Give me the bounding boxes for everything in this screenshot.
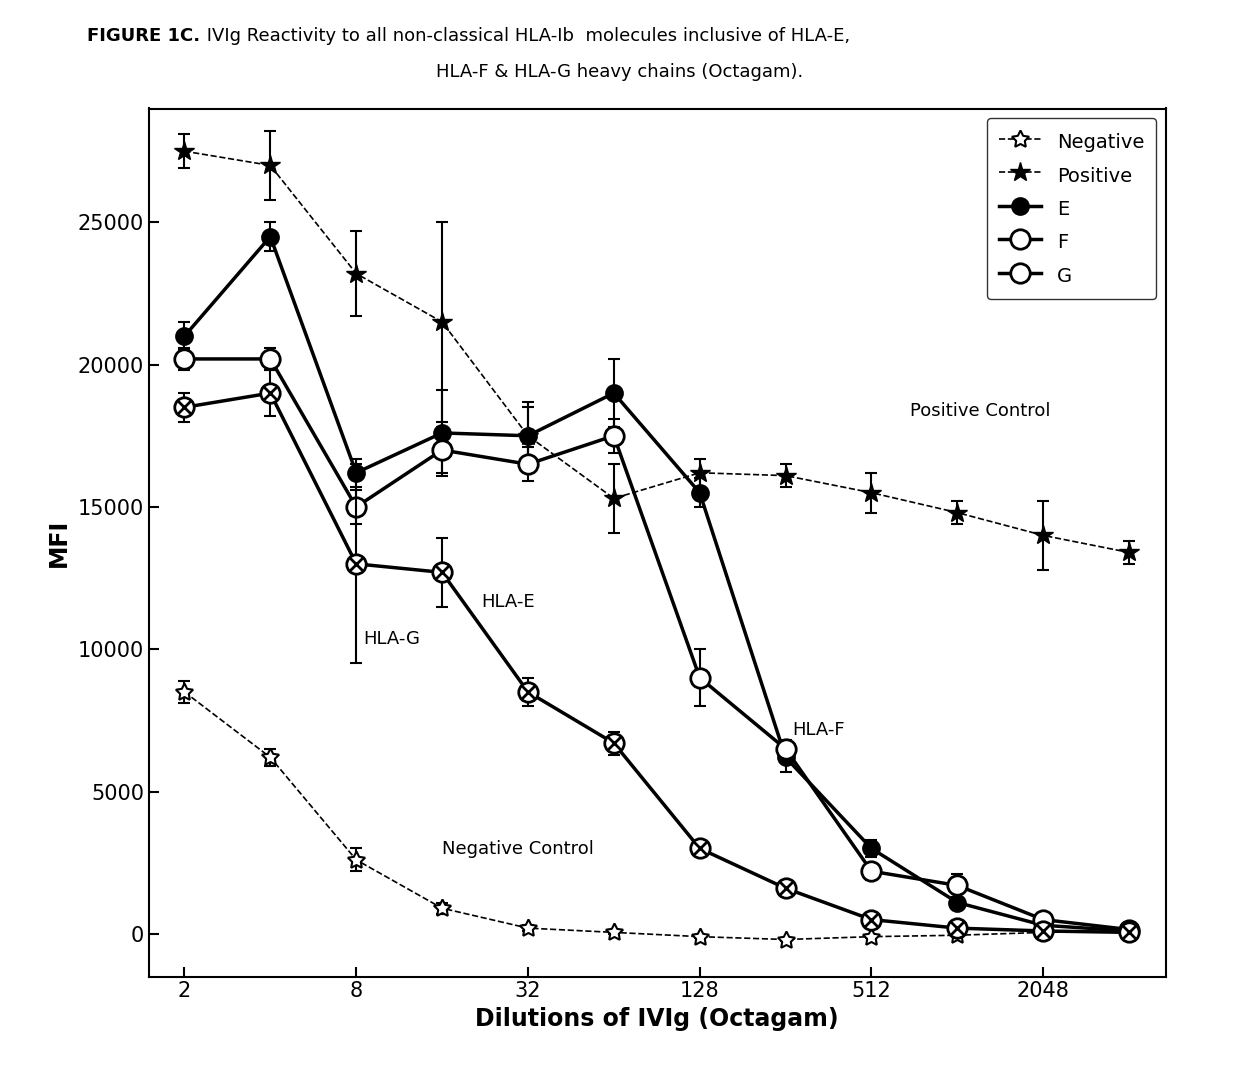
G — [348, 558, 363, 571]
G — [263, 386, 278, 399]
Positive — [177, 144, 192, 157]
G — [779, 882, 794, 895]
F — [521, 458, 536, 471]
Text: HLA-E: HLA-E — [481, 592, 536, 611]
Positive — [1035, 528, 1050, 541]
Negative — [779, 933, 794, 946]
Positive — [1122, 546, 1137, 559]
Negative — [1035, 926, 1050, 939]
E — [521, 430, 536, 443]
E — [263, 230, 278, 243]
Negative — [263, 751, 278, 764]
F — [1035, 914, 1050, 927]
E — [1122, 924, 1137, 937]
E — [1035, 919, 1050, 932]
Positive — [348, 267, 363, 280]
Positive — [435, 316, 450, 329]
G — [177, 400, 192, 413]
Positive — [950, 506, 965, 519]
Negative — [1122, 924, 1137, 937]
G — [606, 737, 621, 750]
Line: Negative: Negative — [175, 682, 1138, 948]
Negative — [177, 686, 192, 699]
Line: Positive: Positive — [174, 141, 1140, 563]
Text: HLA-F & HLA-G heavy chains (Octagam).: HLA-F & HLA-G heavy chains (Octagam). — [436, 63, 804, 81]
E — [348, 467, 363, 480]
Text: Positive Control: Positive Control — [910, 401, 1050, 420]
Line: G: G — [175, 383, 1138, 942]
Positive — [263, 158, 278, 171]
Negative — [348, 853, 363, 866]
F — [435, 444, 450, 457]
Text: Negative Control: Negative Control — [443, 840, 594, 858]
F — [692, 672, 707, 685]
E — [779, 751, 794, 764]
G — [950, 921, 965, 934]
E — [177, 330, 192, 343]
Positive — [779, 469, 794, 482]
Text: HLA-G: HLA-G — [363, 629, 420, 648]
F — [348, 500, 363, 513]
Negative — [606, 926, 621, 939]
Positive — [692, 467, 707, 480]
F — [263, 353, 278, 366]
Negative — [950, 929, 965, 942]
G — [692, 842, 707, 855]
Positive — [521, 430, 536, 443]
E — [864, 842, 879, 855]
F — [779, 742, 794, 755]
Negative — [864, 930, 879, 943]
Y-axis label: MFI: MFI — [47, 519, 71, 566]
Text: IVIg Reactivity to all non-classical HLA-Ib  molecules inclusive of HLA-E,: IVIg Reactivity to all non-classical HLA… — [201, 27, 849, 46]
G — [435, 566, 450, 579]
F — [177, 353, 192, 366]
Negative — [435, 902, 450, 915]
G — [521, 686, 536, 699]
X-axis label: Dilutions of IVIg (Octagam): Dilutions of IVIg (Octagam) — [475, 1007, 839, 1031]
E — [950, 896, 965, 909]
G — [864, 914, 879, 927]
Line: F: F — [175, 349, 1138, 940]
G — [1122, 926, 1137, 939]
F — [1122, 923, 1137, 936]
E — [435, 426, 450, 439]
Positive — [606, 492, 621, 505]
Legend: Negative, Positive, E, F, G: Negative, Positive, E, F, G — [987, 118, 1156, 299]
Line: E: E — [176, 228, 1137, 940]
Positive — [864, 486, 879, 499]
F — [864, 865, 879, 878]
E — [606, 386, 621, 399]
E — [692, 486, 707, 499]
G — [1035, 924, 1050, 937]
F — [606, 430, 621, 443]
F — [950, 879, 965, 892]
Negative — [692, 930, 707, 943]
Text: FIGURE 1C.: FIGURE 1C. — [87, 27, 200, 46]
Negative — [521, 921, 536, 934]
Text: HLA-F: HLA-F — [792, 720, 844, 739]
